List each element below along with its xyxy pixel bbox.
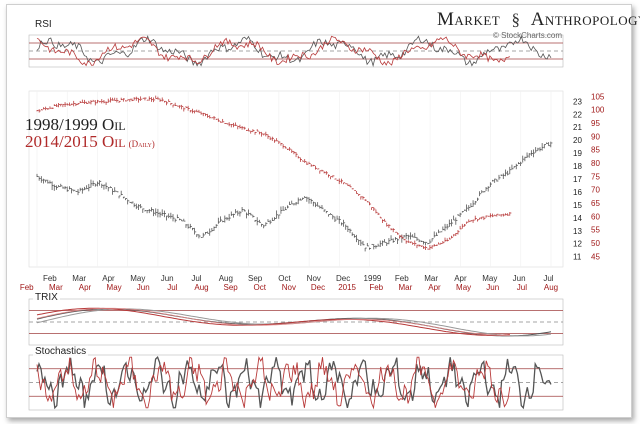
axis-a-tick-label: 16 — [573, 188, 582, 197]
x-label-a: Aug — [219, 274, 233, 283]
x-label-a: Feb — [395, 274, 409, 283]
x-label-a: Jun — [161, 274, 174, 283]
stochastics-panel-label: Stochastics — [33, 346, 89, 357]
helix-symbol-icon: § — [511, 10, 521, 29]
axis-b-tick-label: 50 — [591, 239, 600, 248]
x-label-a: Nov — [307, 274, 321, 283]
axis-b-tick-label: 45 — [591, 252, 600, 261]
x-label-b: Jul — [167, 283, 177, 292]
x-label-b: Mar — [49, 283, 63, 292]
x-label-b: Sep — [223, 283, 238, 292]
stockcharts-watermark: © StockCharts.com — [493, 31, 563, 40]
x-label-b: Jun — [137, 283, 150, 292]
axis-a-tick-label: 17 — [573, 175, 582, 184]
axis-a-tick-label: 19 — [573, 149, 582, 158]
axis-a-tick-label: 13 — [573, 227, 582, 236]
axis-b-tick-label: 70 — [591, 186, 600, 195]
x-label-a: Mar — [424, 274, 438, 283]
axis-a-tick-label: 23 — [573, 97, 582, 106]
x-label-a: Jun — [513, 274, 526, 283]
legend-series-b-label: 2014/2015 Oil — [25, 132, 126, 151]
x-label-a: May — [482, 274, 497, 283]
brand-title-left: Market — [437, 9, 501, 30]
axis-b-tick-label: 80 — [591, 159, 600, 168]
trix-line-b — [36, 307, 510, 336]
brand-title: Market § Anthropology — [437, 9, 640, 31]
axis-a-tick-label: 12 — [573, 240, 582, 249]
axis-b-tick-label: 85 — [591, 146, 600, 155]
x-label-b: Apr — [79, 283, 92, 292]
oil-comparison-chart: 11 12 13 14 15 16 17 18 19 20 21 22 23 45 50 55 60 65 70 75… — [20, 34, 605, 411]
x-label-b: Mar — [398, 283, 412, 292]
x-label-b: Jun — [486, 283, 499, 292]
axis-b-tick-label: 65 — [591, 199, 600, 208]
stochastics-line-b — [36, 356, 511, 410]
trix-signal-b — [36, 307, 510, 336]
series-a-bars — [36, 141, 553, 252]
x-label-b: Apr — [428, 283, 441, 292]
axis-a-tick-label: 21 — [573, 123, 582, 132]
axis-a-tick-label: 11 — [573, 253, 582, 262]
axis-b-tick-label: 55 — [591, 226, 600, 235]
main-panel-box — [28, 90, 564, 268]
rsi-line-b — [36, 35, 511, 67]
legend-series-b-note: (Daily) — [128, 139, 155, 149]
x-label-a: May — [130, 274, 145, 283]
legend-series-b: 2014/2015 Oil (Daily) — [25, 132, 155, 152]
x-label-b: Feb — [20, 283, 34, 292]
axis-b-tick-label: 90 — [591, 132, 600, 141]
axis-b-tick-label: 75 — [591, 172, 600, 181]
series-b-bars — [36, 95, 512, 250]
x-label-a: Jul — [191, 274, 201, 283]
stochastics-line-a — [36, 356, 552, 410]
x-label-b: May — [456, 283, 471, 292]
x-label-b: Aug — [194, 283, 208, 292]
x-label-b: Oct — [254, 283, 267, 292]
x-label-a: Sep — [248, 274, 263, 283]
rsi-line-a — [36, 35, 552, 68]
axis-b-tick-label: 105 — [591, 92, 605, 101]
x-label-b: May — [107, 283, 122, 292]
axis-a-tick-label: 18 — [573, 162, 582, 171]
x-label-a: 1999 — [364, 274, 382, 283]
axis-a-tick-label: 22 — [573, 110, 582, 119]
x-label-a: Apr — [454, 274, 467, 283]
brand-title-right: Anthropology — [530, 9, 640, 30]
x-label-a: Feb — [43, 274, 57, 283]
x-label-b: Jul — [517, 283, 527, 292]
x-label-a: Oct — [278, 274, 291, 283]
legend-series-a: 1998/1999 Oil — [25, 115, 126, 134]
axis-b-tick-label: 60 — [591, 212, 600, 221]
x-label-a: Dec — [336, 274, 350, 283]
x-label-a: Apr — [102, 274, 115, 283]
chart-frame: 11 12 13 14 15 16 17 18 19 20 21 22 23 45 50 55 60 65 70 75… — [6, 4, 640, 418]
axis-a-tick-label: 20 — [573, 136, 582, 145]
trix-panel-label: TRIX — [33, 292, 60, 303]
axis-a-tick-label: 14 — [573, 214, 582, 223]
rsi-panel-label: RSI — [33, 19, 54, 30]
x-label-a: Jul — [543, 274, 553, 283]
x-label-b: Aug — [544, 283, 558, 292]
axis-a-tick-label: 15 — [573, 201, 582, 210]
x-label-b: 2015 — [338, 283, 356, 292]
x-label-b: Feb — [369, 283, 383, 292]
x-label-b: Nov — [282, 283, 296, 292]
x-label-b: Dec — [311, 283, 325, 292]
axis-b-tick-label: 95 — [591, 119, 600, 128]
axis-b-tick-label: 100 — [591, 106, 605, 115]
x-label-a: Mar — [72, 274, 86, 283]
